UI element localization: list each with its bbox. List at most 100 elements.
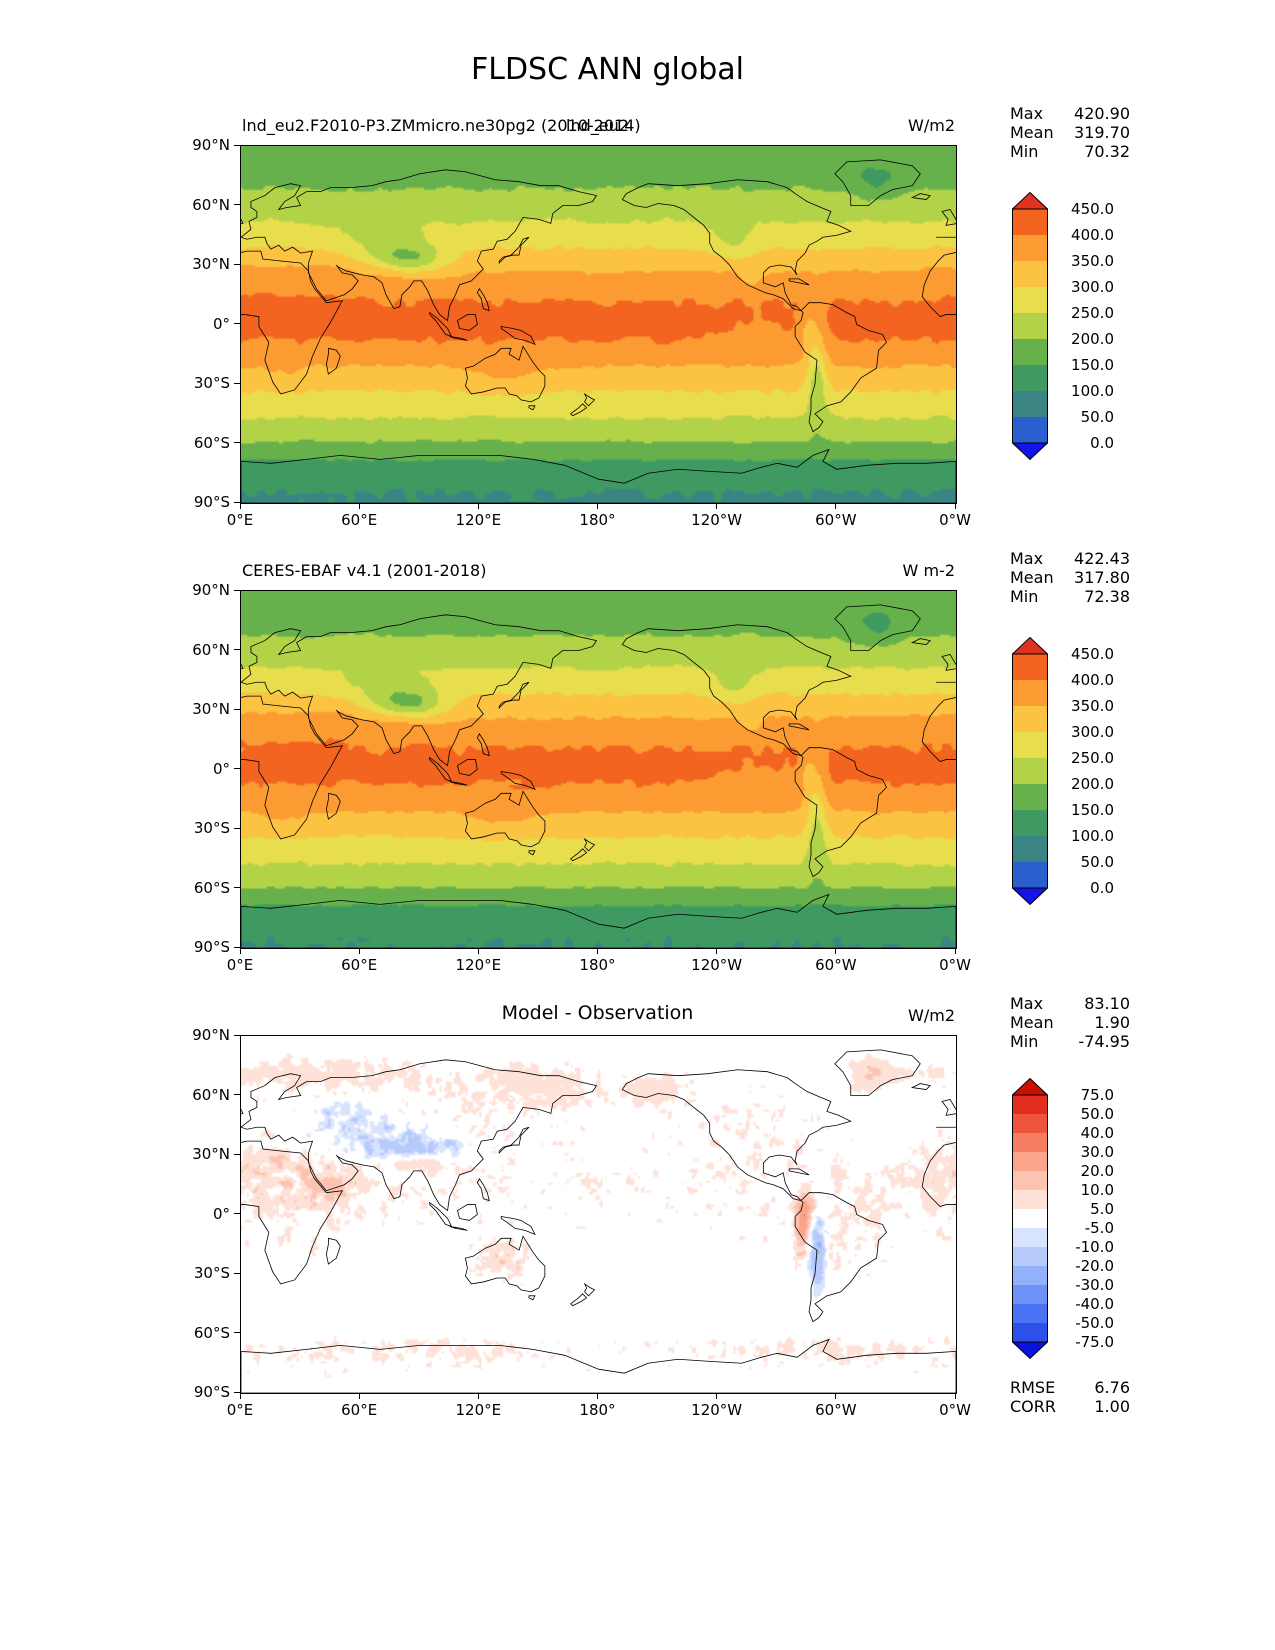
- stat-value: 1.00: [1094, 1397, 1130, 1416]
- y-tick-label: 60°S: [193, 1323, 230, 1342]
- stats-block: Max 422.43 Mean 317.80 Min 72.38: [1010, 549, 1130, 606]
- colorbar-tick-label: 20.0: [1080, 1162, 1114, 1180]
- colorbar-tick-label: 300.0: [1071, 723, 1114, 741]
- stat-label: Min: [1010, 1032, 1039, 1051]
- x-tick-mark: [835, 948, 837, 954]
- stat-value: 6.76: [1094, 1378, 1130, 1397]
- coastlines: [241, 591, 956, 948]
- model-field-canvas: [241, 146, 956, 503]
- x-tick-mark: [716, 948, 718, 954]
- colorbar-tick-label: -30.0: [1075, 1276, 1114, 1294]
- x-tick-label: 120°E: [455, 511, 502, 529]
- x-tick-mark: [477, 948, 479, 954]
- colorbar-tick-label: -20.0: [1075, 1257, 1114, 1275]
- x-tick-mark: [597, 1393, 598, 1399]
- x-tick-mark: [835, 503, 837, 509]
- y-tick-label: 0°: [212, 759, 230, 778]
- y-tick-label: 60°S: [193, 433, 230, 452]
- y-tick-label: 30°S: [193, 374, 230, 392]
- x-tick-label: 180°: [579, 1401, 616, 1419]
- rmse-corr-block: RMSE 6.76 CORR 1.00: [1010, 1378, 1130, 1416]
- y-tick-mark: [234, 827, 240, 829]
- y-tick-label: 30°N: [192, 255, 230, 273]
- x-tick-label: 0°E: [226, 956, 254, 974]
- x-tick-label: 120°W: [691, 511, 743, 529]
- x-tick-label: 0°W: [939, 1401, 971, 1419]
- y-tick-mark: [234, 144, 240, 146]
- colorbar-difference: [1011, 1077, 1049, 1364]
- x-tick-mark: [358, 503, 360, 509]
- stat-value: 72.38: [1084, 587, 1130, 606]
- colorbar-svg: [1011, 1077, 1049, 1360]
- y-tick-mark: [234, 946, 240, 948]
- stat-label: Max: [1010, 994, 1044, 1013]
- colorbar-tick-label: 200.0: [1071, 775, 1114, 793]
- y-tick-mark: [234, 1213, 240, 1214]
- x-tick-label: 120°W: [691, 956, 743, 974]
- y-tick-mark: [234, 1094, 240, 1095]
- colorbar-tick-label: 200.0: [1071, 330, 1114, 348]
- y-tick-mark: [234, 768, 240, 769]
- colorbar-model: [1011, 191, 1049, 465]
- x-tick-mark: [239, 948, 241, 954]
- x-tick-label: 60°W: [815, 956, 857, 974]
- y-tick-label: 90°S: [193, 938, 230, 956]
- panel-model: lnd_eu2.F2010-P3.ZMmicro.ne30pg2 (2010-2…: [0, 100, 1275, 600]
- stat-value: 422.43: [1074, 549, 1130, 568]
- colorbar-tick-label: 150.0: [1071, 356, 1114, 374]
- x-tick-mark: [954, 503, 956, 509]
- y-tick-label: 30°N: [192, 1145, 230, 1163]
- colorbar-tick-label: 350.0: [1071, 697, 1114, 715]
- model-short-title: lnd_eu2: [566, 116, 629, 135]
- colorbar-tick-label: 100.0: [1071, 382, 1114, 400]
- map-observation: [240, 590, 957, 949]
- colorbar-tick-label: -10.0: [1075, 1238, 1114, 1256]
- x-tick-mark: [358, 948, 360, 954]
- units-label: W m-2: [902, 561, 955, 580]
- colorbar-tick-label: 50.0: [1080, 853, 1114, 871]
- panel-difference: Model - Observation W/m2 Max 83.10 Mean 1.…: [0, 990, 1275, 1490]
- stat-value: 420.90: [1074, 104, 1130, 123]
- x-tick-label: 180°: [579, 956, 616, 974]
- stat-label: Mean: [1010, 1013, 1054, 1032]
- colorbar-svg: [1011, 636, 1049, 906]
- stat-label: Max: [1010, 549, 1044, 568]
- colorbar-tick-label: 450.0: [1071, 200, 1114, 218]
- x-tick-mark: [716, 503, 718, 509]
- coastlines: [241, 146, 956, 503]
- colorbar-tick-label: -75.0: [1075, 1333, 1114, 1351]
- x-tick-label: 0°E: [226, 1401, 254, 1419]
- y-tick-label: 90°N: [192, 136, 230, 154]
- colorbar-tick-label: 350.0: [1071, 252, 1114, 270]
- colorbar-tick-label: 40.0: [1080, 1124, 1114, 1142]
- map-difference: [240, 1035, 957, 1394]
- y-tick-mark: [234, 323, 240, 324]
- stat-label: Max: [1010, 104, 1044, 123]
- y-tick-label: 90°S: [193, 493, 230, 511]
- y-tick-label: 0°: [212, 314, 230, 333]
- y-tick-mark: [234, 649, 240, 650]
- y-tick-label: 0°: [212, 1204, 230, 1223]
- y-tick-mark: [234, 708, 240, 710]
- colorbar-tick-label: 75.0: [1080, 1086, 1114, 1104]
- y-tick-mark: [234, 589, 240, 591]
- y-tick-mark: [234, 1034, 240, 1036]
- colorbar-tick-label: 0.0: [1090, 879, 1114, 897]
- colorbar-tick-label: -50.0: [1075, 1314, 1114, 1332]
- x-tick-label: 120°W: [691, 1401, 743, 1419]
- map-model: [240, 145, 957, 504]
- stat-label: RMSE: [1010, 1378, 1056, 1397]
- y-tick-label: 90°S: [193, 1383, 230, 1401]
- stats-block: Max 420.90 Mean 319.70 Min 70.32: [1010, 104, 1130, 161]
- obs-title: CERES-EBAF v4.1 (2001-2018): [242, 561, 487, 580]
- colorbar-tick-label: 400.0: [1071, 226, 1114, 244]
- x-tick-mark: [477, 1393, 479, 1399]
- y-tick-mark: [234, 1332, 240, 1333]
- panel-observation: CERES-EBAF v4.1 (2001-2018) W m-2 Max 422…: [0, 545, 1275, 1045]
- x-tick-label: 60°E: [341, 511, 378, 529]
- colorbar-tick-label: 0.0: [1090, 434, 1114, 452]
- stat-label: Mean: [1010, 123, 1054, 142]
- model-run-title: lnd_eu2.F2010-P3.ZMmicro.ne30pg2 (2010-2…: [242, 116, 641, 135]
- colorbar-tick-label: 10.0: [1080, 1181, 1114, 1199]
- stat-value: 319.70: [1074, 123, 1130, 142]
